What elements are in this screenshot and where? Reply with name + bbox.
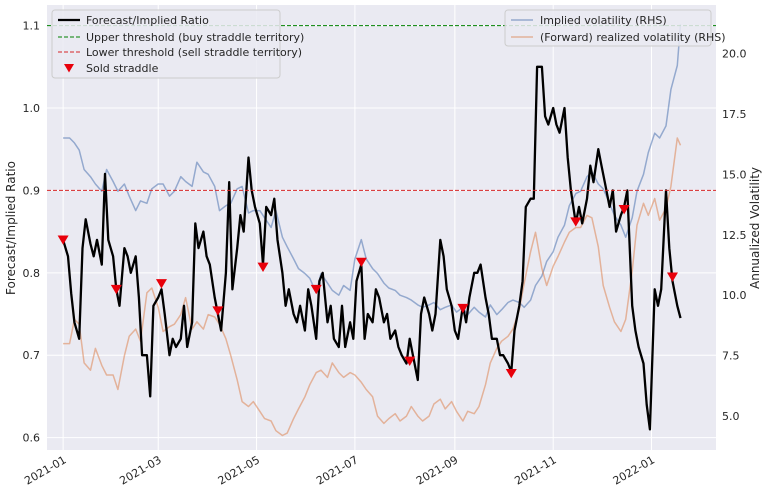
- implied-volatility-line: [63, 24, 682, 318]
- legend-right-box: [504, 9, 712, 47]
- y-left-tick-label: 0.7: [23, 349, 41, 362]
- y-right-tick-label: 20.0: [722, 47, 747, 60]
- y-left-tick-label: 1.0: [23, 102, 41, 115]
- series-lines: [61, 24, 682, 437]
- legend-right-entry: Implied volatility (RHS): [540, 14, 667, 27]
- y-right-tick-label: 17.5: [722, 108, 747, 121]
- sold-straddle-marker: [404, 356, 416, 366]
- sold-straddle-marker: [310, 284, 322, 295]
- sold-straddle-marker: [212, 306, 224, 316]
- y-right-tick-label: 15.0: [722, 168, 747, 181]
- y-right-tick-label: 10.0: [722, 289, 747, 302]
- y-right-tick-label: 7.5: [722, 350, 740, 363]
- sold-straddle-marker: [618, 204, 630, 215]
- sold-straddle-marker: [570, 217, 582, 227]
- x-tick-label: 2022-01: [611, 453, 657, 487]
- legend-marker-swatch: [64, 64, 74, 73]
- y-left-tick-label: 0.9: [23, 184, 41, 197]
- legend-right: Implied volatility (RHS) (Forward) realiz…: [504, 9, 726, 47]
- sold-straddle-marker: [505, 368, 517, 379]
- forecast-implied-ratio-line: [61, 65, 682, 431]
- legend-left-entry: Sold straddle: [86, 62, 159, 75]
- sold-straddle-marker: [257, 262, 269, 273]
- sold-straddle-markers: [57, 204, 678, 379]
- legend-left-box: [51, 9, 281, 79]
- x-tick-label: 2021-03: [117, 453, 163, 487]
- y-left-tick-label: 1.1: [23, 20, 41, 33]
- y-right-tick-label: 12.5: [722, 229, 747, 242]
- legend-left-entry: Forecast/Implied Ratio: [86, 14, 209, 27]
- x-tick-label: 2021-01: [22, 453, 68, 487]
- y-left-tick-label: 0.8: [23, 267, 41, 280]
- legend-left: Forecast/Implied Ratio Upper threshold (b…: [51, 9, 304, 79]
- sold-straddle-marker: [355, 257, 367, 268]
- y-right-tick-label: 5.0: [722, 410, 740, 423]
- sold-straddle-marker: [110, 284, 122, 295]
- legend-right-entry: (Forward) realized volatility (RHS): [540, 31, 726, 44]
- sold-straddle-marker: [57, 235, 69, 245]
- x-tick-label: 2021-11: [512, 453, 558, 487]
- sold-straddle-marker: [457, 303, 469, 314]
- y-axis-left-label: Forecast/Implied Ratio: [4, 161, 18, 295]
- x-tick-label: 2021-05: [216, 453, 262, 487]
- y-axis-right-label: Annualized Volatility: [748, 167, 762, 289]
- sold-straddle-marker: [666, 272, 678, 282]
- legend-left-entry: Lower threshold (sell straddle territory…: [86, 46, 302, 59]
- realized-volatility-line: [63, 137, 682, 437]
- legend-left-entry: Upper threshold (buy straddle territory): [86, 31, 304, 44]
- sold-straddle-marker: [155, 279, 167, 289]
- x-tick-label: 2021-07: [314, 453, 360, 487]
- y-left-tick-label: 0.6: [23, 432, 41, 445]
- x-tick-label: 2021-09: [414, 453, 460, 487]
